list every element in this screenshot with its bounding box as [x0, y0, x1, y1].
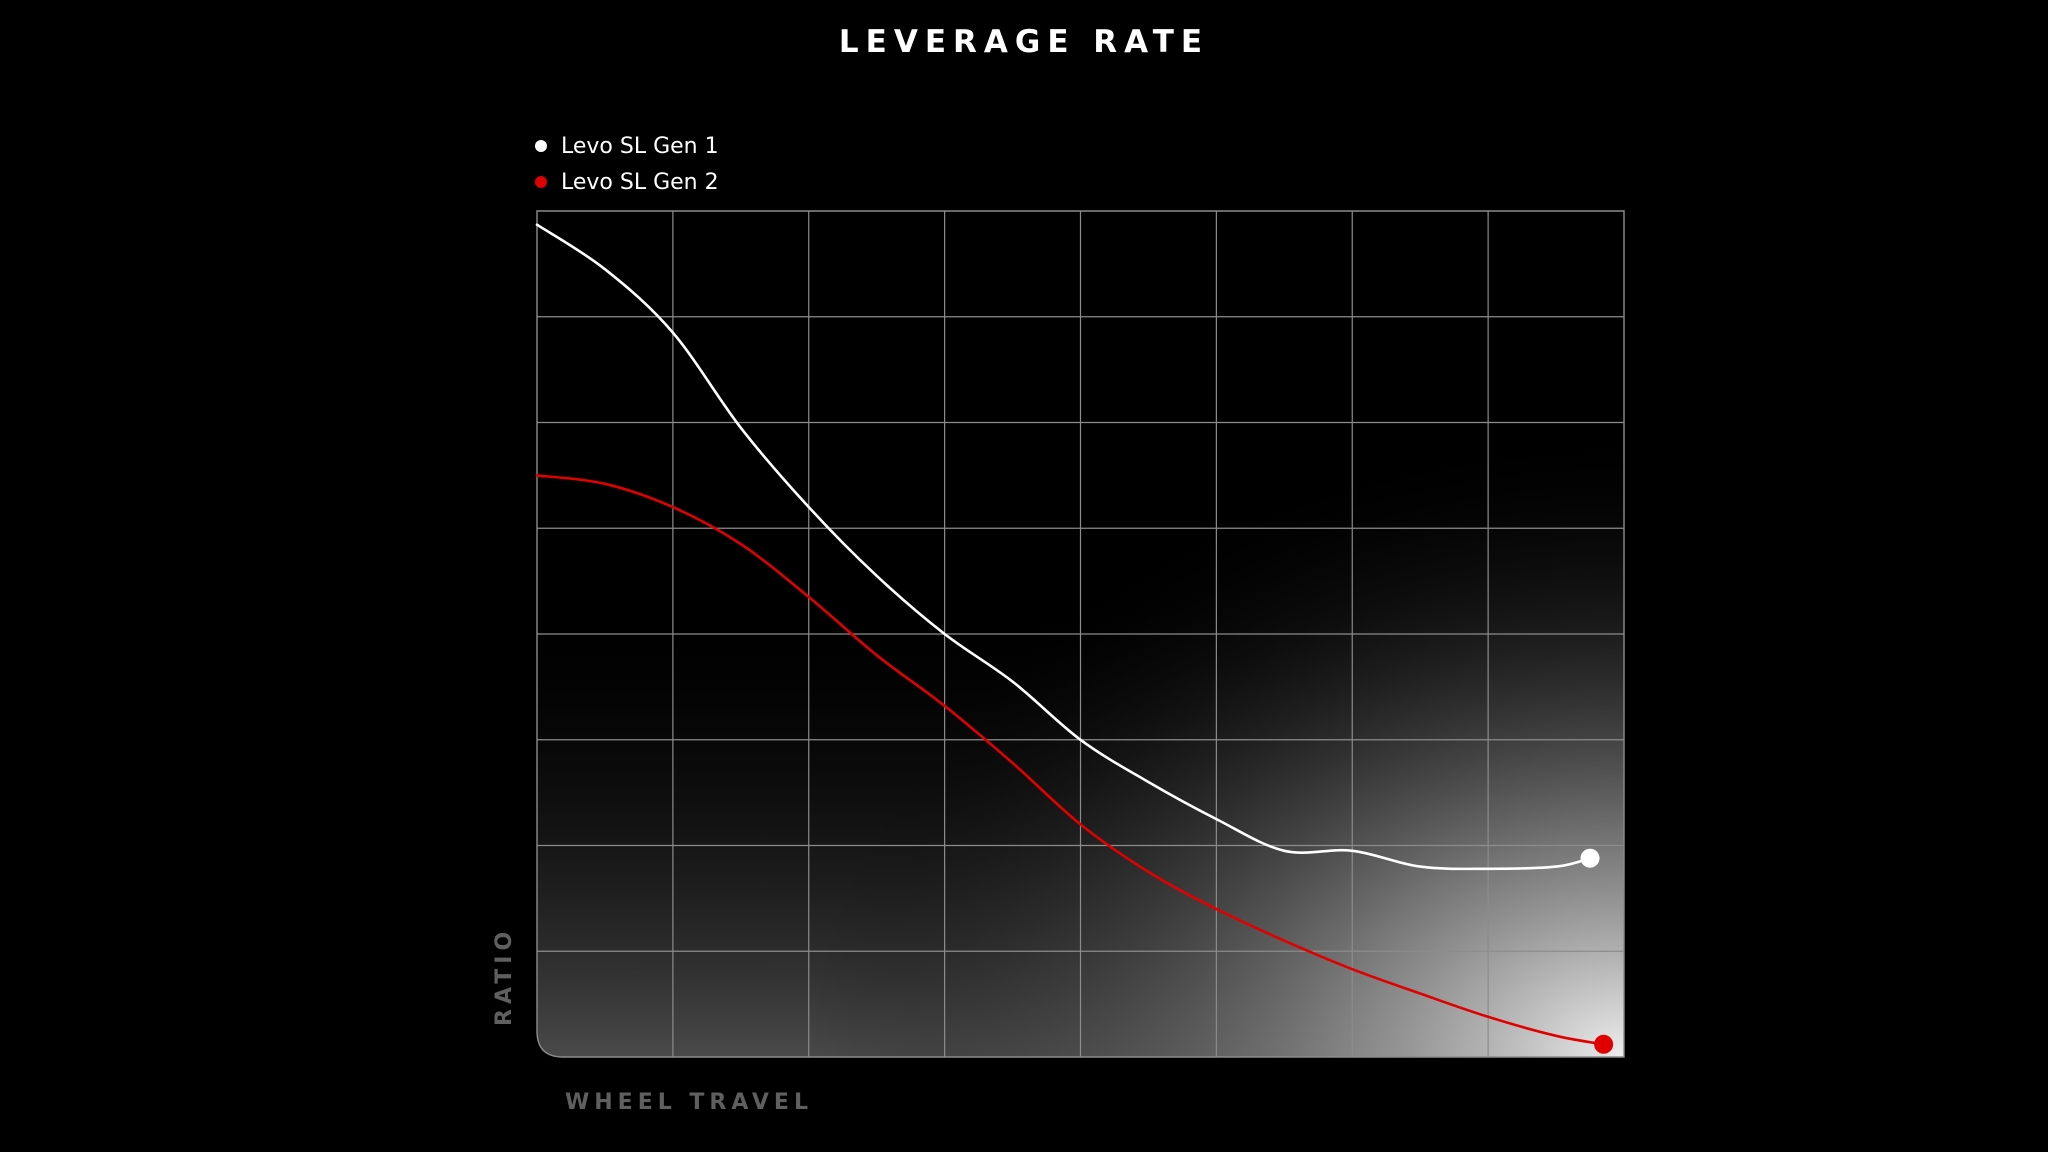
- legend-label-gen1: Levo SL Gen 1: [561, 133, 719, 159]
- series-end-markers: [1580, 848, 1614, 1054]
- grid-lines: [536, 210, 1625, 1058]
- series-line-1: [535, 223, 1592, 871]
- legend: Levo SL Gen 1 Levo SL Gen 2: [535, 128, 719, 200]
- legend-label-gen2: Levo SL Gen 2: [561, 169, 719, 195]
- series-end-marker-2: [1594, 1034, 1614, 1054]
- legend-item-gen1: Levo SL Gen 1: [535, 128, 719, 164]
- chart-title: LEVERAGE RATE: [838, 24, 1210, 60]
- y-axis-title: RATIO: [492, 926, 517, 1026]
- series-line-2: [535, 474, 1605, 1046]
- legend-marker-gen1: [535, 140, 547, 152]
- series-end-marker-1: [1580, 848, 1600, 868]
- plot-frame: [536, 210, 1625, 1058]
- x-axis-title: WHEEL TRAVEL: [565, 1090, 813, 1115]
- legend-marker-gen2: [535, 176, 547, 188]
- legend-item-gen2: Levo SL Gen 2: [535, 164, 719, 200]
- series-lines: [535, 223, 1605, 1046]
